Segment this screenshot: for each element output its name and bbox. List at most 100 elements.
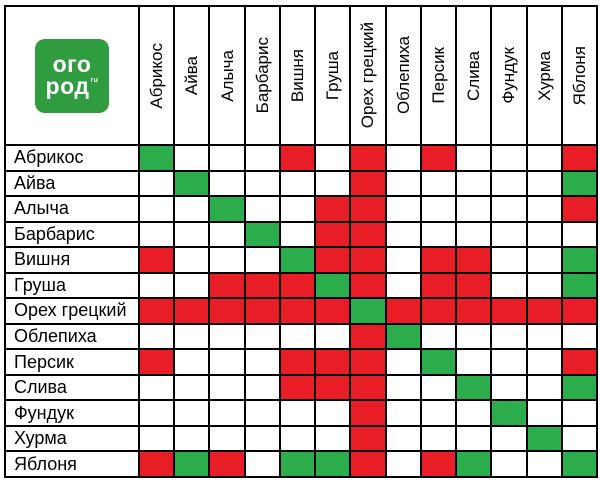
logo-superscript: ru (90, 76, 99, 84)
matrix-cell-r6-c3 (210, 273, 244, 298)
matrix-cell-r2-c2 (175, 171, 209, 196)
matrix-cell-r8-c1 (140, 324, 174, 349)
matrix-cell-r12-c3 (210, 426, 244, 451)
matrix-cell-r1-c7 (351, 146, 385, 170)
row-header-2: Айва (6, 171, 138, 196)
row-header-6: Груша (6, 273, 138, 298)
matrix-cell-r13-c10 (457, 452, 491, 476)
matrix-cell-r3-c1 (140, 197, 174, 221)
matrix-cell-r11-c9 (421, 401, 456, 425)
matrix-cell-r4-c9 (421, 222, 456, 247)
column-header-8: Облепиха (386, 7, 420, 144)
matrix-cell-r6-c2 (175, 273, 209, 298)
matrix-cell-r11-c10 (457, 401, 491, 425)
matrix-cell-r4-c10 (457, 222, 491, 247)
matrix-cell-r12-c6 (316, 426, 350, 451)
matrix-cell-r8-c10 (457, 324, 491, 349)
column-header-label: Вишня (288, 48, 308, 103)
column-header-label: Орех грецкий (358, 22, 378, 129)
matrix-cell-r1-c10 (457, 146, 491, 170)
matrix-cell-r5-c5 (280, 248, 315, 272)
matrix-cell-r3-c4 (245, 197, 279, 221)
matrix-cell-r3-c6 (316, 197, 350, 221)
matrix-cell-r7-c8 (386, 299, 420, 323)
row-header-4: Барбарис (6, 222, 138, 247)
column-header-label: Абрикос (147, 42, 167, 109)
matrix-cell-r10-c12 (527, 375, 561, 400)
row-header-13: Яблоня (6, 452, 138, 476)
matrix-cell-r11-c6 (316, 401, 350, 425)
matrix-cell-r5-c1 (140, 248, 174, 272)
matrix-cell-r10-c6 (316, 375, 350, 400)
matrix-cell-r6-c6 (316, 273, 350, 298)
matrix-cell-r13-c5 (280, 452, 315, 476)
logo-text-line2: родru (45, 72, 99, 99)
matrix-cell-r12-c11 (492, 426, 526, 451)
matrix-cell-r4-c1 (140, 222, 174, 247)
matrix-cell-r13-c7 (351, 452, 385, 476)
matrix-cell-r13-c13 (562, 452, 596, 476)
matrix-cell-r4-c3 (210, 222, 244, 247)
matrix-cell-r4-c4 (245, 222, 279, 247)
matrix-cell-r9-c8 (386, 350, 420, 374)
matrix-cell-r11-c11 (492, 401, 526, 425)
matrix-cell-r10-c7 (351, 375, 385, 400)
matrix-cell-r10-c13 (562, 375, 596, 400)
matrix-cell-r9-c6 (316, 350, 350, 374)
matrix-cell-r7-c11 (492, 299, 526, 323)
matrix-cell-r3-c9 (421, 197, 456, 221)
matrix-cell-r4-c12 (527, 222, 561, 247)
row-header-11: Фундук (6, 401, 138, 425)
matrix-cell-r5-c2 (175, 248, 209, 272)
matrix-cell-r10-c5 (280, 375, 315, 400)
matrix-cell-r7-c4 (245, 299, 279, 323)
matrix-cell-r13-c3 (210, 452, 244, 476)
matrix-cell-r2-c3 (210, 171, 244, 196)
column-header-5: Вишня (280, 7, 315, 144)
column-header-label: Облепиха (393, 36, 413, 115)
matrix-cell-r3-c3 (210, 197, 244, 221)
matrix-cell-r7-c10 (457, 299, 491, 323)
matrix-cell-r11-c7 (351, 401, 385, 425)
matrix-cell-r3-c8 (386, 197, 420, 221)
matrix-cell-r4-c13 (562, 222, 596, 247)
matrix-cell-r11-c5 (280, 401, 315, 425)
matrix-cell-r8-c8 (386, 324, 420, 349)
matrix-cell-r6-c13 (562, 273, 596, 298)
column-header-label: Персик (428, 47, 448, 104)
matrix-cell-r6-c4 (245, 273, 279, 298)
matrix-cell-r9-c3 (210, 350, 244, 374)
column-header-9: Персик (421, 7, 456, 144)
column-header-10: Слива (457, 7, 491, 144)
matrix-cell-r13-c1 (140, 452, 174, 476)
matrix-cell-r13-c6 (316, 452, 350, 476)
matrix-cell-r9-c12 (527, 350, 561, 374)
matrix-cell-r13-c4 (245, 452, 279, 476)
matrix-cell-r12-c4 (245, 426, 279, 451)
column-header-label: Хурма (534, 50, 554, 101)
matrix-cell-r9-c2 (175, 350, 209, 374)
matrix-cell-r3-c12 (527, 197, 561, 221)
matrix-cell-r12-c2 (175, 426, 209, 451)
matrix-cell-r10-c3 (210, 375, 244, 400)
matrix-cell-r13-c9 (421, 452, 456, 476)
matrix-cell-r2-c8 (386, 171, 420, 196)
logo-text-line2-word: род (45, 72, 90, 99)
matrix-cell-r10-c11 (492, 375, 526, 400)
matrix-cell-r5-c4 (245, 248, 279, 272)
matrix-cell-r2-c10 (457, 171, 491, 196)
matrix-cell-r9-c10 (457, 350, 491, 374)
matrix-cell-r11-c13 (562, 401, 596, 425)
matrix-cell-r2-c4 (245, 171, 279, 196)
matrix-cell-r8-c5 (280, 324, 315, 349)
matrix-cell-r11-c3 (210, 401, 244, 425)
matrix-cell-r9-c9 (421, 350, 456, 374)
column-header-2: Айва (175, 7, 209, 144)
matrix-cell-r5-c3 (210, 248, 244, 272)
matrix-cell-r7-c5 (280, 299, 315, 323)
row-header-5: Вишня (6, 248, 138, 272)
matrix-cell-r6-c7 (351, 273, 385, 298)
column-header-6: Груша (316, 7, 350, 144)
matrix-cell-r3-c2 (175, 197, 209, 221)
